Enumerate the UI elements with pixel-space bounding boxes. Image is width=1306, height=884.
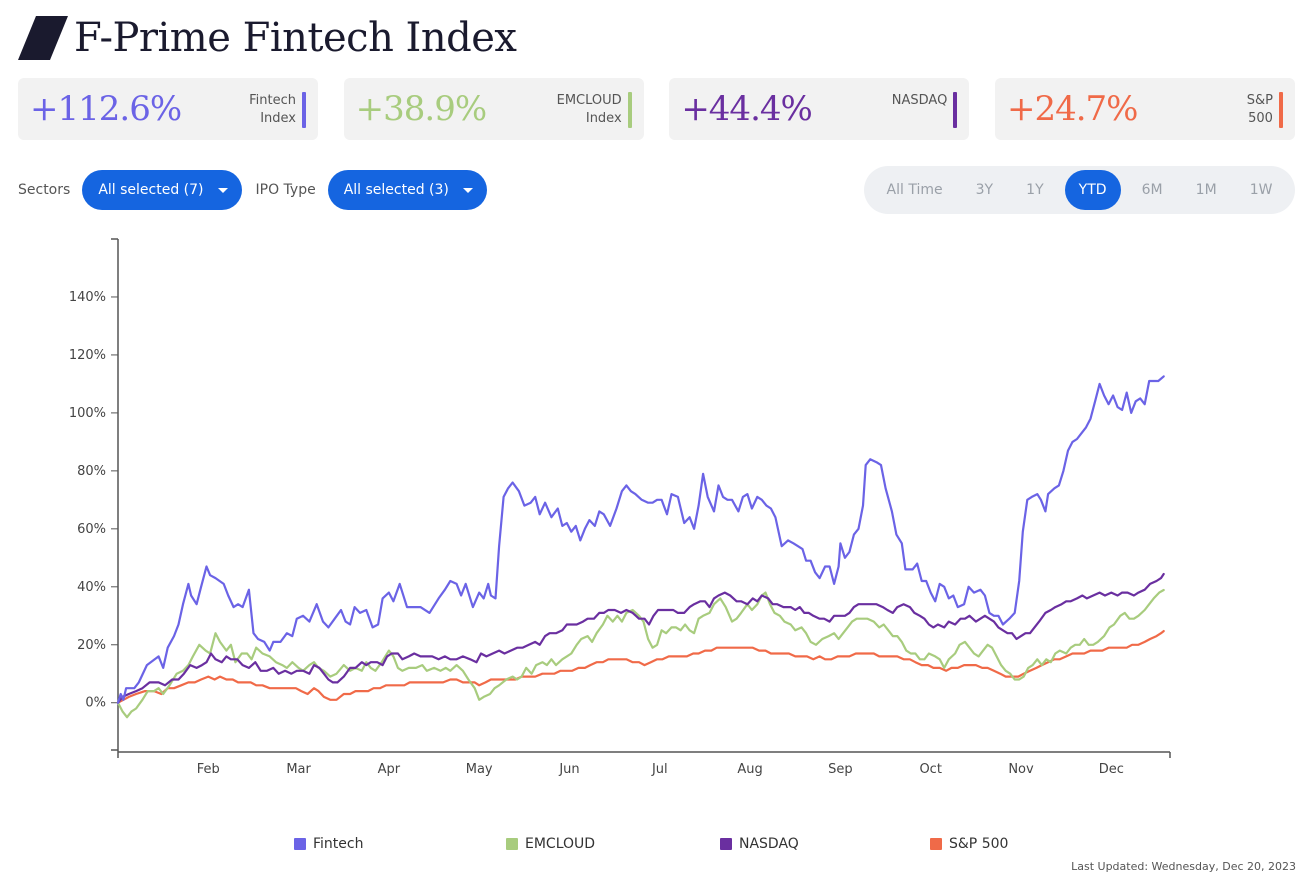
stat-cards: +112.6% Fintech Index +38.9% EMCLOUD Ind… (18, 78, 1295, 140)
stat-label: NASDAQ (891, 93, 948, 108)
legend-swatch (720, 838, 732, 850)
y-tick-label: 120% (69, 348, 106, 363)
stat-color-bar (302, 92, 306, 128)
series-line-fintech[interactable] (116, 375, 1165, 704)
stat-color-bar (953, 92, 958, 128)
line-chart: 0% 20% 40% 60% 80% 100% 120% 140% Feb Mar Apr May Ju… (69, 238, 1171, 777)
stat-color-bar (1278, 92, 1283, 128)
legend-swatch (294, 838, 306, 850)
x-tick-label: Nov (1008, 762, 1034, 777)
x-tick-label: May (466, 762, 493, 777)
legend-swatch (506, 838, 518, 850)
legend-label: EMCLOUD (525, 836, 596, 852)
stat-value: +44.4% (681, 89, 812, 129)
legend-swatch (930, 838, 942, 850)
chart-series (116, 375, 1165, 719)
stat-value: +38.9% (355, 89, 487, 129)
x-tick-label: Sep (828, 762, 853, 777)
range-button-all-time[interactable]: All Time (886, 182, 943, 198)
stat-label: Fintech Index (249, 93, 296, 126)
sectors-label: Sectors (18, 182, 71, 198)
series-line-nasdaq[interactable] (116, 572, 1165, 704)
y-tick-label: 20% (77, 638, 106, 653)
range-button-1y[interactable]: 1Y (1026, 182, 1044, 198)
stat-label: EMCLOUD Index (556, 93, 622, 126)
chart-legend: Fintech EMCLOUD NASDAQ S&P 500 (294, 836, 1054, 856)
ipo-type-dropdown[interactable]: All selected (3) (327, 170, 487, 210)
stat-label: S&P 500 (1246, 93, 1273, 126)
series-line-emcloud[interactable] (116, 588, 1165, 719)
x-tick-label: Jul (651, 762, 668, 777)
y-tick-label: 100% (69, 406, 106, 421)
sectors-dropdown[interactable]: All selected (7) (82, 170, 242, 210)
x-tick-label: Jun (558, 762, 579, 777)
x-tick-label: Mar (286, 762, 311, 777)
legend-item-nasdaq[interactable]: NASDAQ (720, 836, 799, 852)
time-range-selector: All Time 3Y 1Y YTD 6M 1M 1W (864, 166, 1295, 214)
y-tick-label: 140% (69, 290, 106, 305)
x-tick-label: Dec (1099, 762, 1124, 777)
x-tick-label: Aug (737, 762, 762, 777)
caret-down-icon (217, 187, 228, 193)
stat-color-bar (627, 92, 632, 128)
x-tick-label: Oct (919, 762, 941, 777)
y-tick-label: 80% (77, 464, 106, 479)
stat-card-nasdaq: +44.4% NASDAQ (669, 78, 970, 140)
legend-item-fintech[interactable]: Fintech (294, 836, 363, 852)
stat-card-emcloud: +38.9% EMCLOUD Index (343, 78, 644, 140)
legend-item-s-p-500[interactable]: S&P 500 (930, 836, 1008, 852)
y-tick-label: 40% (77, 580, 106, 595)
legend-label: NASDAQ (739, 836, 799, 852)
x-tick-label: Apr (378, 762, 401, 777)
legend-label: Fintech (313, 836, 364, 852)
caret-down-icon (462, 187, 473, 193)
y-tick-label: 0% (85, 696, 106, 711)
ipo-type-label: IPO Type (255, 182, 316, 198)
range-button-1m[interactable]: 1M (1195, 182, 1217, 198)
stat-card-sp500: +24.7% S&P 500 (994, 78, 1295, 140)
range-button-1w[interactable]: 1W (1249, 182, 1273, 198)
range-button-6m[interactable]: 6M (1141, 182, 1163, 198)
last-updated: Last Updated: Wednesday, Dec 20, 2023 (1071, 860, 1296, 873)
page-title: F-Prime Fintech Index (74, 15, 517, 61)
page-header: F-Prime Fintech Index (18, 14, 517, 62)
legend-item-emcloud[interactable]: EMCLOUD (506, 836, 595, 852)
range-button-ytd[interactable]: YTD (1064, 170, 1121, 210)
slash-parallelogram-logo (18, 16, 68, 60)
filter-bar: Sectors All selected (7) IPO Type All se… (18, 170, 501, 210)
ipo-type-dropdown-value: All selected (3) (343, 182, 449, 198)
sectors-dropdown-value: All selected (7) (98, 182, 204, 198)
y-tick-label: 60% (77, 522, 106, 537)
x-tick-label: Feb (197, 762, 220, 777)
stat-value: +112.6% (30, 89, 182, 129)
stat-card-fintech: +112.6% Fintech Index (18, 78, 318, 140)
legend-label: S&P 500 (949, 836, 1009, 852)
series-line-s-p-500[interactable] (116, 630, 1165, 704)
range-button-3y[interactable]: 3Y (975, 182, 994, 198)
chart-axes: 0% 20% 40% 60% 80% 100% 120% 140% Feb Mar Apr May Ju… (69, 238, 1171, 777)
stat-value: +24.7% (1006, 89, 1138, 129)
